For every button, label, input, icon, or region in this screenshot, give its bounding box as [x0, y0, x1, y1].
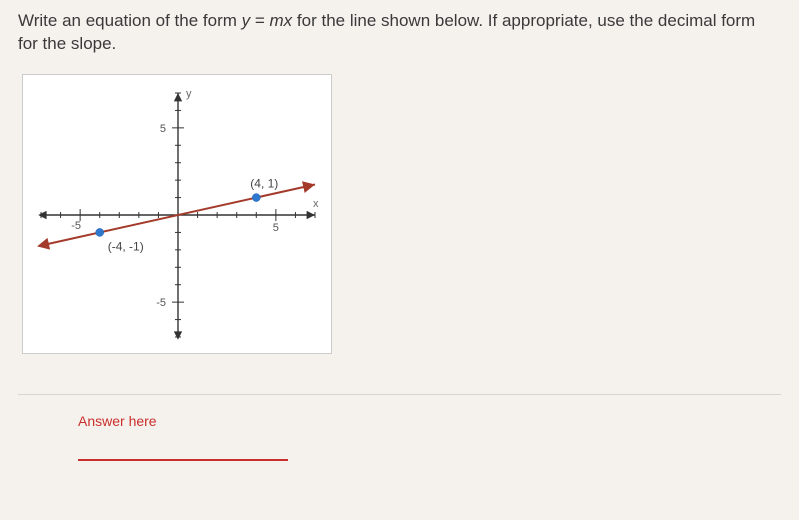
- svg-text:(-4, -1): (-4, -1): [108, 239, 144, 253]
- svg-text:-5: -5: [156, 297, 166, 309]
- answer-label: Answer here: [78, 413, 781, 429]
- question-pre: Write an equation of the form: [18, 11, 242, 30]
- coordinate-chart: -5 5 5 -5 y x (-4, -1) (4, 1): [22, 74, 332, 354]
- chart-svg: -5 5 5 -5 y x (-4, -1) (4, 1): [23, 75, 333, 355]
- svg-text:(4, 1): (4, 1): [250, 176, 278, 190]
- svg-text:y: y: [186, 88, 192, 100]
- eq-eq: =: [250, 11, 269, 30]
- divider: [18, 394, 781, 395]
- svg-text:5: 5: [273, 222, 279, 234]
- svg-text:-5: -5: [71, 220, 81, 232]
- answer-area: Answer here: [78, 413, 781, 461]
- eq-rhs: mx: [270, 11, 293, 30]
- question-text: Write an equation of the form y = mx for…: [18, 10, 778, 56]
- svg-text:x: x: [313, 198, 319, 210]
- eq-lhs: y: [242, 11, 251, 30]
- answer-input[interactable]: [78, 435, 288, 461]
- svg-text:5: 5: [160, 123, 166, 135]
